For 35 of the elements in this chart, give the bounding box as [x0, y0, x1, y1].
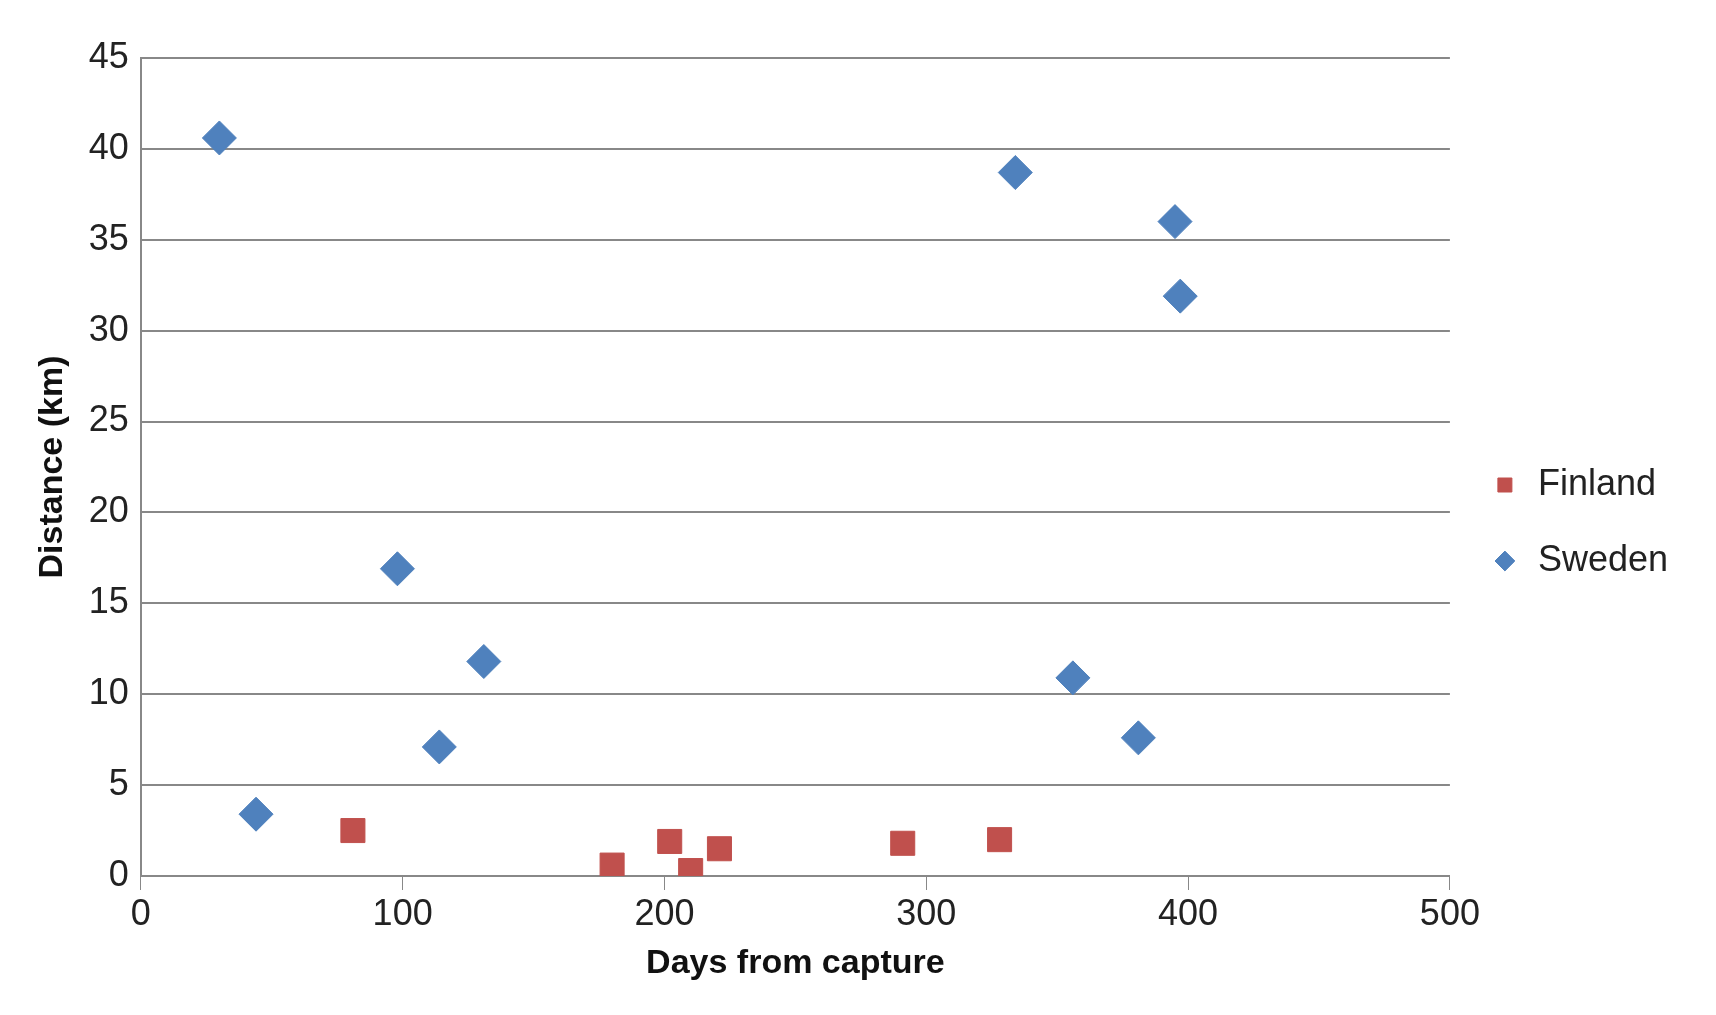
point — [599, 852, 625, 876]
point — [997, 155, 1033, 191]
point — [340, 818, 366, 844]
y-tick-label: 30 — [88, 307, 129, 349]
point — [421, 729, 457, 765]
y-tick-label: 40 — [88, 125, 129, 167]
y-tick-label: 10 — [88, 671, 129, 713]
point — [466, 644, 502, 679]
point — [706, 836, 732, 862]
point — [201, 120, 237, 156]
point — [1157, 204, 1193, 240]
point — [379, 551, 415, 587]
point — [987, 827, 1013, 853]
legend-label: Sweden — [1537, 537, 1669, 579]
x-axis-title: Days from capture — [646, 941, 945, 980]
x-tick-label: 400 — [1158, 891, 1219, 933]
x-tick-label: 200 — [634, 891, 695, 933]
point — [1162, 278, 1198, 314]
point — [657, 828, 683, 854]
y-tick-label: 45 — [88, 34, 129, 76]
x-tick-label: 300 — [896, 891, 957, 933]
y-tick-label: 20 — [88, 489, 129, 531]
point — [238, 796, 274, 832]
legend-label: Finland — [1537, 461, 1656, 503]
y-tick-label: 5 — [108, 762, 129, 804]
y-tick-label: 25 — [88, 398, 129, 440]
point — [1120, 720, 1156, 756]
point — [890, 830, 916, 856]
point — [1055, 660, 1091, 696]
x-tick-label: 500 — [1419, 891, 1480, 933]
y-tick-label: 15 — [88, 580, 129, 622]
y-tick-label: 0 — [108, 852, 129, 894]
x-tick-label: 100 — [372, 891, 433, 933]
y-axis-title: Distance (km) — [30, 355, 69, 579]
y-tick-label: 35 — [88, 216, 129, 258]
